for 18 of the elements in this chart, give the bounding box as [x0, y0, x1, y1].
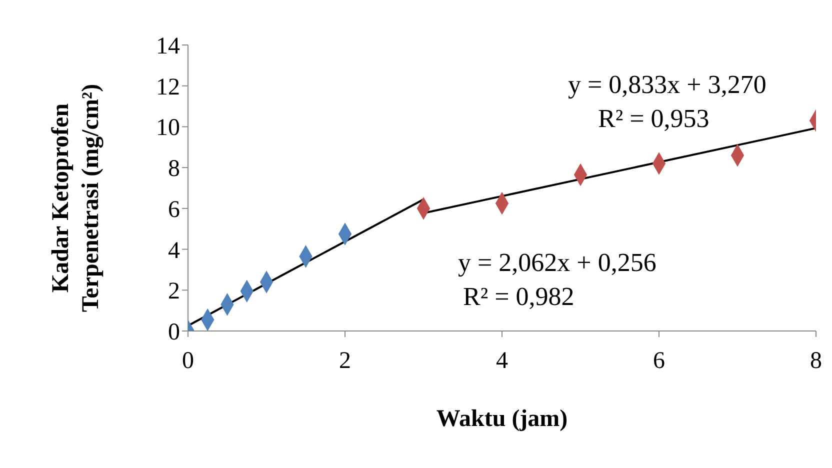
- y-axis-title: Kadar Ketoprofen Terpenetrasi (mg/cm²): [47, 82, 105, 314]
- x-tick-label: 4: [496, 348, 508, 374]
- x-axis-title: Waktu (jam): [436, 406, 568, 432]
- y-tick-label: 2: [168, 278, 180, 305]
- annotation: y = 0,833x + 3,270: [568, 70, 766, 100]
- y-tick-label: 12: [156, 74, 180, 100]
- y-tick-label: 4: [168, 238, 180, 264]
- y-tick-label: 6: [168, 196, 180, 223]
- annotation: y = 2,062x + 0,256: [458, 248, 656, 278]
- y-tick-label: 10: [156, 115, 180, 142]
- x-tick-label: 8: [810, 348, 822, 374]
- y-tick-label: 14: [156, 34, 180, 60]
- x-tick-label: 6: [653, 348, 665, 374]
- x-tick-label: 2: [339, 348, 351, 374]
- y-tick-label: 8: [168, 156, 180, 182]
- annotation: R² = 0,953: [598, 104, 710, 134]
- y-tick-label: 0: [168, 320, 180, 346]
- annotation: R² = 0,982: [463, 282, 574, 312]
